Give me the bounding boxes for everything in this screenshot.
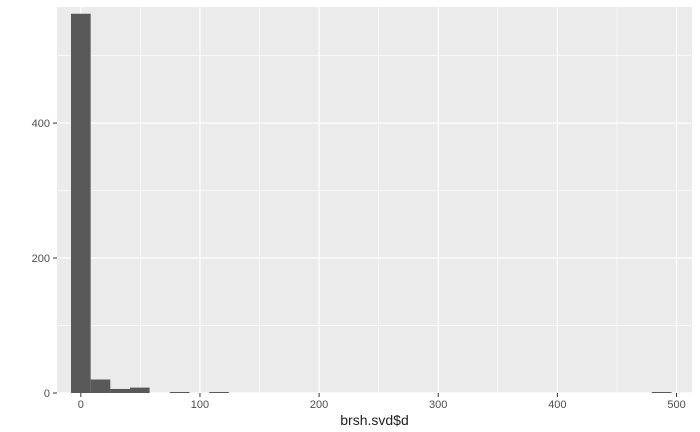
- x-tick-label: 400: [548, 399, 566, 411]
- histogram-bar: [129, 387, 150, 393]
- x-tick-label: 300: [429, 399, 447, 411]
- major-gridlines: [57, 7, 692, 394]
- histogram-bar: [169, 392, 190, 393]
- x-axis-tick-labels: 0 100 200 300 400 500: [78, 399, 686, 411]
- x-tick-label: 100: [191, 399, 209, 411]
- y-tick-label: 0: [44, 388, 50, 400]
- x-axis-title: brsh.svd$d: [340, 412, 408, 428]
- y-tick-label: 400: [32, 118, 50, 130]
- histogram-bar: [90, 379, 111, 393]
- histogram-bar: [70, 13, 91, 393]
- histogram-bar: [110, 388, 130, 393]
- histogram-bar: [651, 392, 672, 393]
- y-tick-label: 200: [32, 253, 50, 265]
- y-axis-tick-labels: 0 200 400: [32, 118, 50, 400]
- x-tick-label: 0: [78, 399, 84, 411]
- axis-ticks: [53, 122, 678, 397]
- x-tick-label: 500: [667, 399, 685, 411]
- histogram-bar: [209, 392, 229, 393]
- plot-panel: [57, 7, 692, 393]
- x-tick-label: 200: [310, 399, 328, 411]
- minor-gridlines: [57, 7, 692, 393]
- histogram-bars: [70, 13, 672, 393]
